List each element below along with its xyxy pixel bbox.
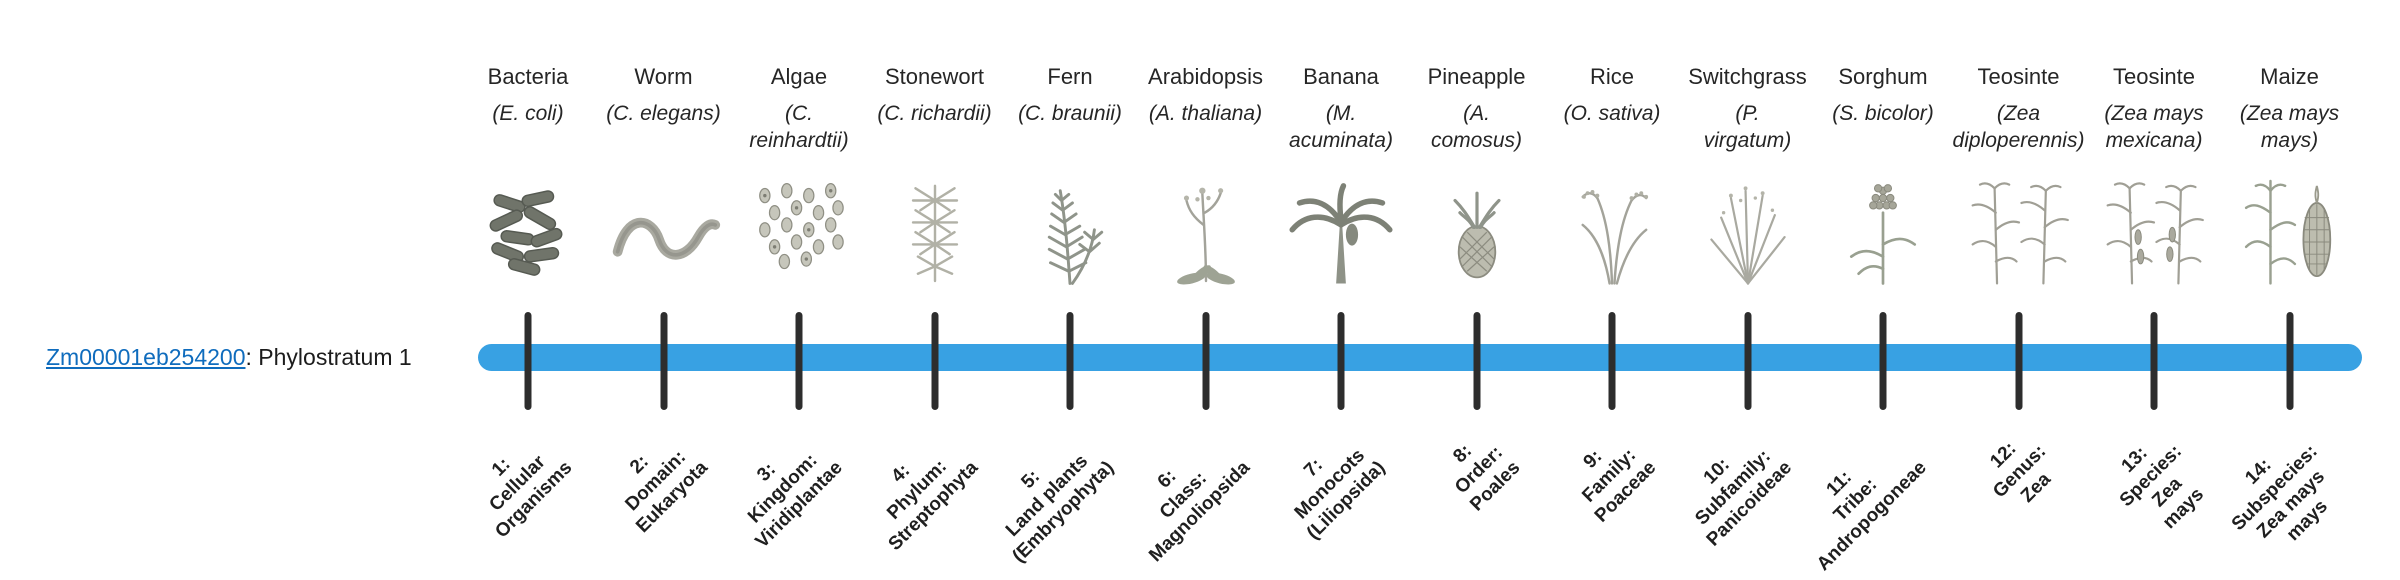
organism-name: Algae bbox=[770, 64, 828, 89]
phylostratum-label: 14: Subspecies: Zea mays mays bbox=[2227, 440, 2332, 546]
phylostratum-tick bbox=[660, 312, 667, 410]
phylostratum-label: 1: Cellular Organisms bbox=[485, 451, 577, 543]
phylostratum-tick bbox=[1879, 312, 1887, 410]
organism-name: Arabidopsis bbox=[1148, 64, 1263, 89]
phylostratum-label: 10: Subfamily: Panicoideae bbox=[1690, 445, 1796, 551]
phylostratum-tick bbox=[524, 312, 532, 410]
phylostratum-label: 6: Class: Magnoliopsida bbox=[1144, 457, 1254, 567]
phylostratum-tick bbox=[1473, 312, 1480, 410]
phylostratum-label: 4: Phylum: Streptophyta bbox=[883, 455, 983, 555]
phylostratum-tick bbox=[1066, 312, 1074, 410]
switchgrass-icon bbox=[1673, 168, 1823, 288]
organism-scientific-name: (C. elegans) bbox=[606, 102, 721, 125]
organism-name: Switchgrass bbox=[1688, 64, 1807, 89]
organism-name: Maize bbox=[2260, 64, 2319, 89]
phylostratum-label: 2: Domain: Eukaryota bbox=[621, 446, 712, 538]
banana-icon bbox=[1266, 168, 1416, 288]
phylostratum-tick bbox=[2150, 312, 2158, 410]
phylostratum-label: 12: Genus: Zea bbox=[1986, 438, 2056, 507]
organism-scientific-name: (M. acuminata) bbox=[1289, 102, 1393, 152]
organism-name: Fern bbox=[1047, 64, 1093, 89]
stonewort-icon bbox=[860, 168, 1010, 288]
worm-icon bbox=[589, 168, 739, 288]
rice-icon bbox=[1537, 168, 1687, 288]
organism-name: Worm bbox=[634, 64, 693, 89]
arabidopsis-icon bbox=[1131, 168, 1281, 288]
phylostratum-label: 9: Family: Poaceae bbox=[1578, 444, 1661, 527]
pineapple-icon bbox=[1402, 168, 1552, 288]
organism-scientific-name: (Zea mays mays) bbox=[2239, 102, 2340, 152]
organism-name: Rice bbox=[1589, 64, 1635, 89]
fern-icon bbox=[995, 168, 1145, 288]
organism-name: Pineapple bbox=[1427, 64, 1526, 89]
organism-scientific-name: (Zea mays mexicana) bbox=[2104, 102, 2204, 152]
phylostratum-tick bbox=[2286, 312, 2293, 410]
organism-scientific-name: (C. braunii) bbox=[1018, 102, 1122, 125]
phylostrata-timeline-bar bbox=[478, 344, 2362, 371]
organism-name: Teosinte bbox=[1977, 64, 2060, 89]
phylostratum-tick bbox=[1337, 312, 1345, 410]
phylostratum-tick bbox=[795, 312, 803, 410]
phylostratum-tick bbox=[931, 312, 938, 410]
teosinte-mexicana-icon bbox=[2079, 168, 2229, 288]
phylostratum-tick bbox=[1744, 312, 1751, 410]
organism-name: Bacteria bbox=[487, 64, 569, 89]
phylostratum-tick bbox=[1608, 312, 1616, 410]
phylostratum-label: 5: Land plants (Embryophyta) bbox=[1001, 450, 1119, 567]
phylostratum-label: 13: Species: Zea mays bbox=[2115, 440, 2208, 534]
teosinte-diploperennis-icon bbox=[1944, 168, 2094, 288]
bacteria-icon bbox=[453, 168, 603, 288]
sorghum-icon bbox=[1808, 168, 1958, 288]
organism-scientific-name: (A. thaliana) bbox=[1148, 102, 1263, 125]
organism-name: Banana bbox=[1303, 64, 1379, 89]
organism-scientific-name: (P. virgatum) bbox=[1703, 102, 1792, 152]
gene-phylostratum-text: : Phylostratum 1 bbox=[245, 344, 412, 370]
organism-name: Stonewort bbox=[884, 64, 985, 89]
gene-label: Zm00001eb254200: Phylostratum 1 bbox=[46, 344, 412, 371]
phylostratum-label: 8: Order: Poales bbox=[1449, 440, 1525, 516]
organism-scientific-name: (C. reinhardtii) bbox=[749, 102, 849, 152]
organism-name: Teosinte bbox=[2113, 64, 2195, 89]
phylostratum-label: 7: Monocots (Liliopsida) bbox=[1290, 445, 1390, 544]
phylostratum-tick bbox=[2015, 312, 2022, 410]
phylostratum-tick bbox=[1202, 312, 1209, 410]
organism-scientific-name: (A. comosus) bbox=[1430, 102, 1523, 152]
algae-icon bbox=[724, 168, 874, 288]
organism-scientific-name: (Zea diploperennis) bbox=[1952, 102, 2085, 152]
organism-scientific-name: (C. richardii) bbox=[877, 102, 992, 125]
phylostratum-label: 3: Kingdom: Viridiplantae bbox=[744, 449, 848, 553]
organism-scientific-name: (E. coli) bbox=[492, 102, 564, 125]
maize-icon bbox=[2215, 168, 2365, 288]
phylostratum-label: 11: Tribe: Andropogoneae bbox=[1813, 457, 1932, 576]
organism-name: Sorghum bbox=[1838, 64, 1928, 89]
organism-scientific-name: (O. sativa) bbox=[1563, 102, 1661, 125]
gene-id-link[interactable]: Zm00001eb254200 bbox=[46, 344, 246, 370]
organism-scientific-name: (S. bicolor) bbox=[1832, 102, 1934, 125]
